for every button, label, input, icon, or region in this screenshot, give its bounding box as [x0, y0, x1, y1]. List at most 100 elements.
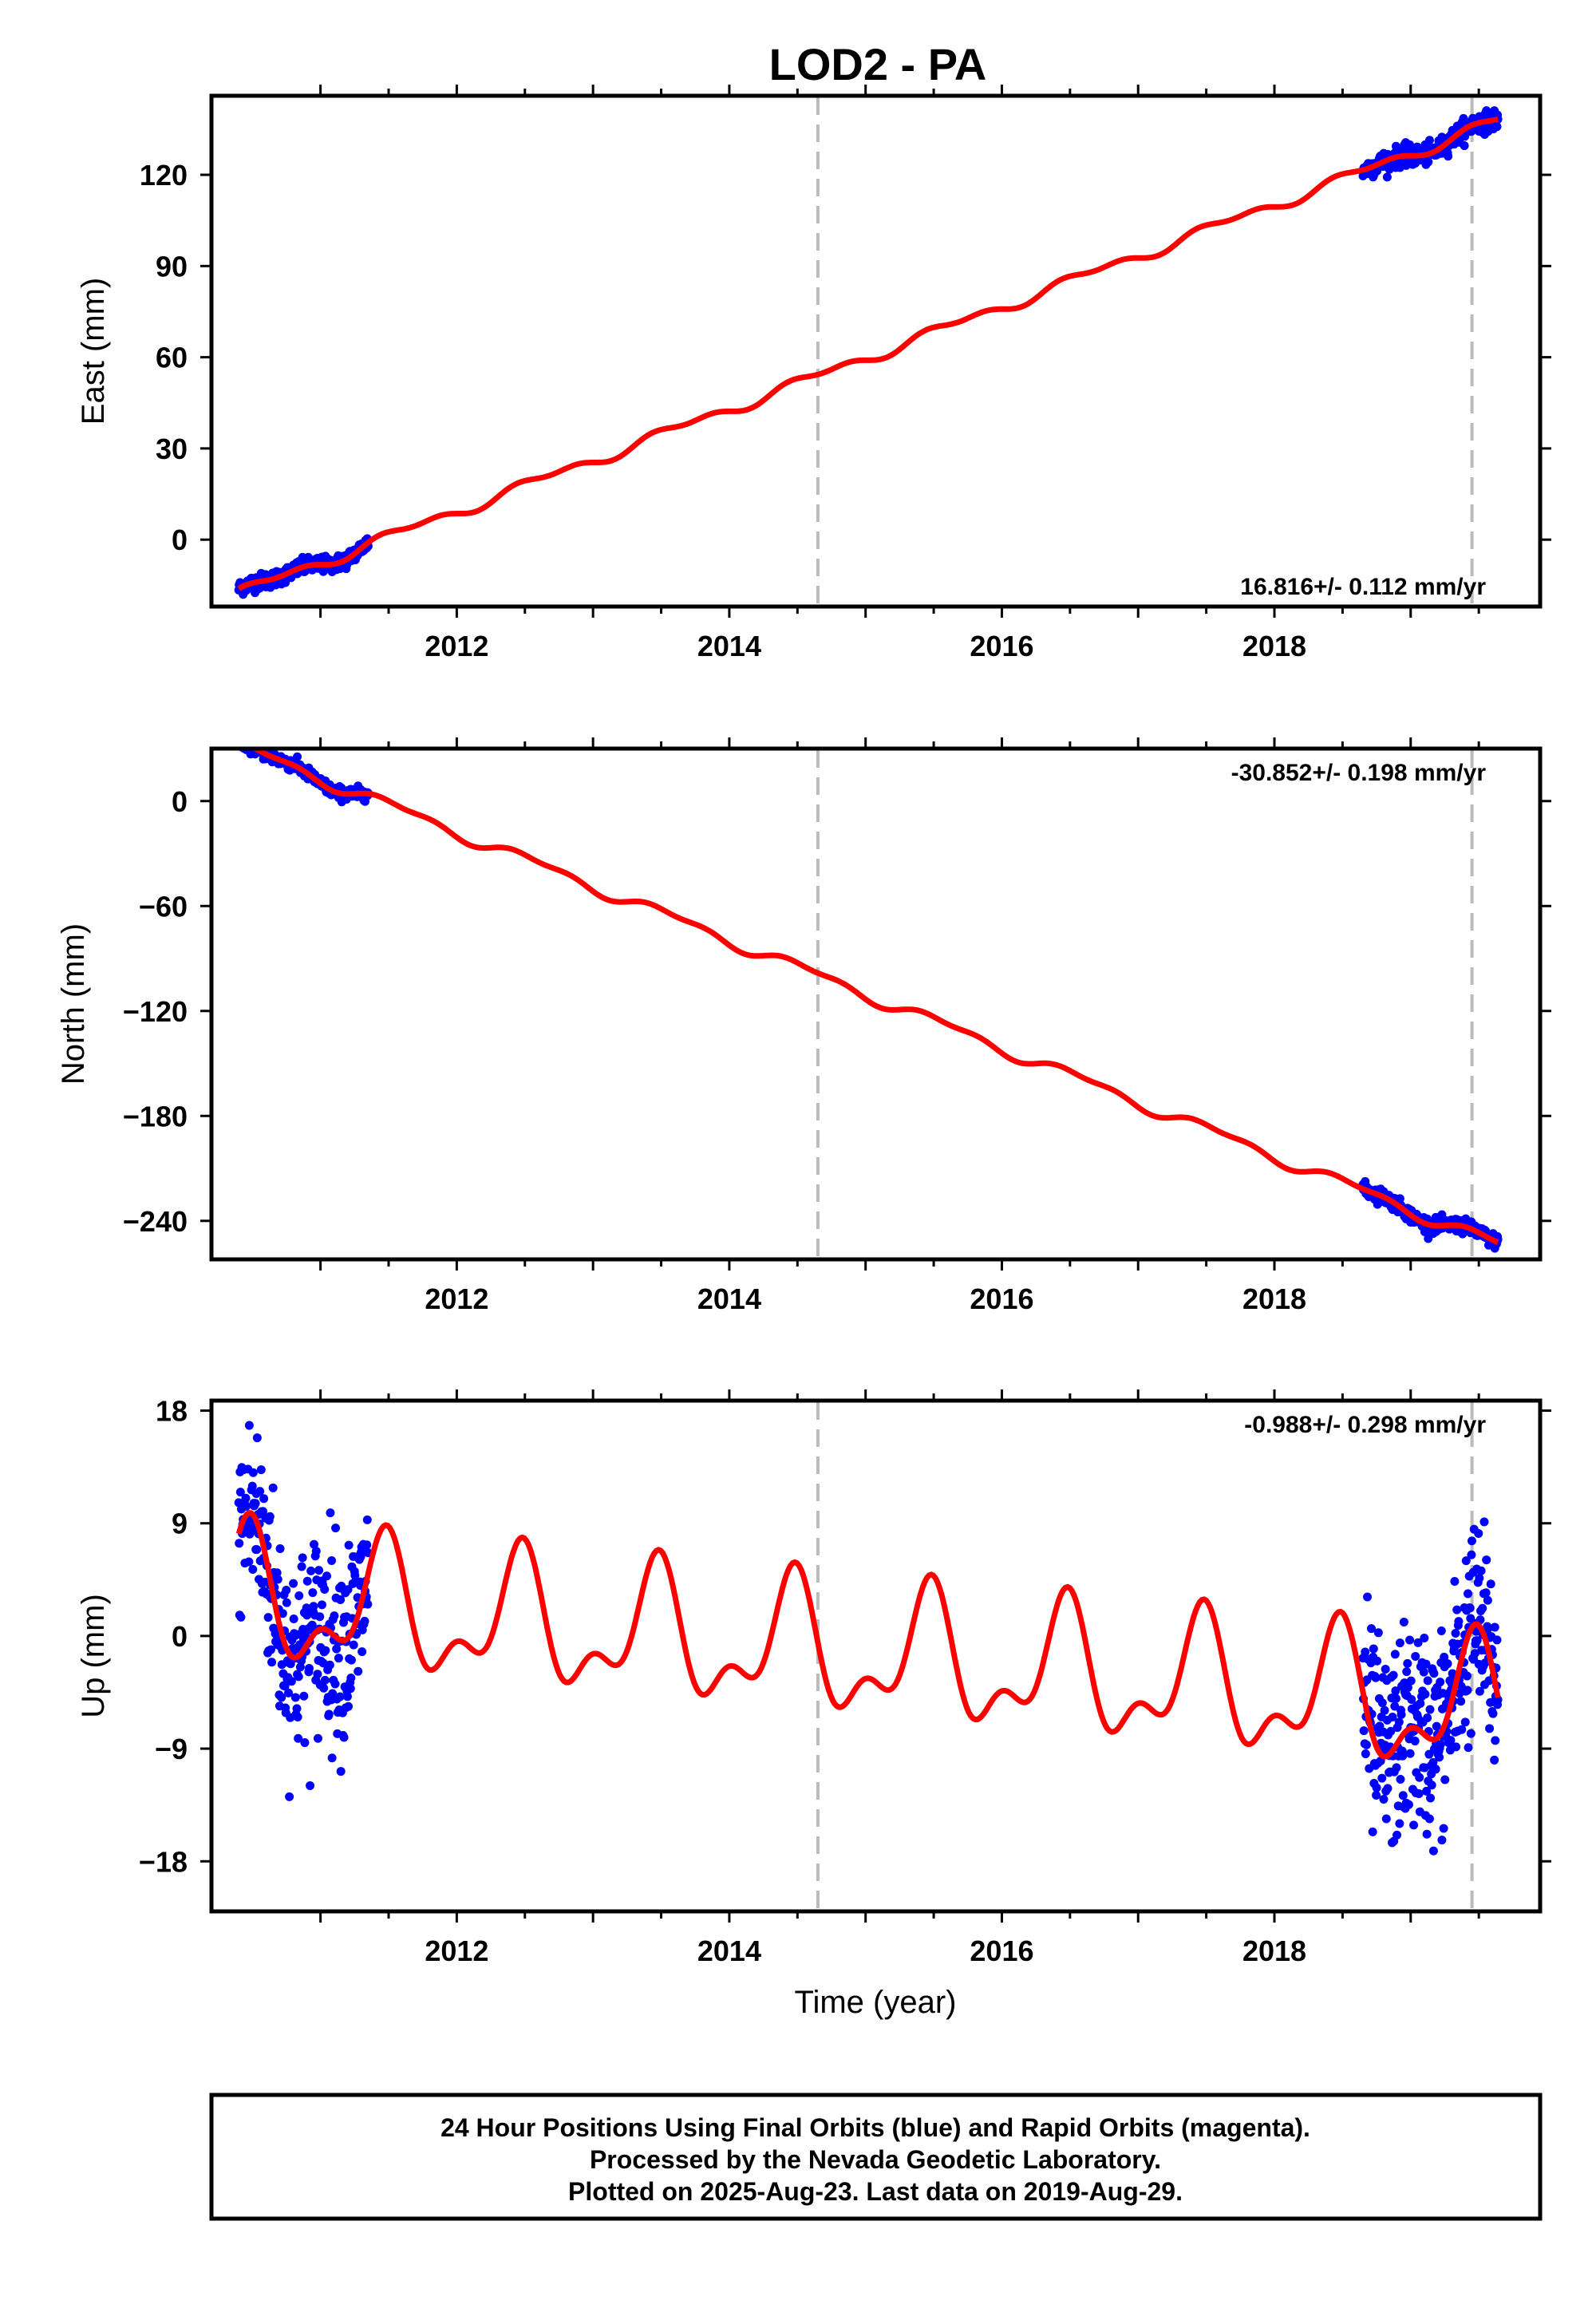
up-point — [266, 1645, 275, 1654]
east-plot-frame — [209, 93, 1543, 609]
up-point — [1452, 1605, 1462, 1614]
up-point — [1429, 1669, 1439, 1678]
up-point — [1467, 1536, 1476, 1546]
up-point — [1490, 1622, 1499, 1632]
up-point — [1475, 1573, 1484, 1583]
up-point — [294, 1591, 304, 1600]
up-point — [1466, 1729, 1476, 1738]
east-point — [1444, 152, 1453, 161]
east-y-tick-label: 60 — [156, 342, 188, 374]
up-point — [1366, 1624, 1376, 1634]
east-x-tick-label: 2016 — [970, 630, 1033, 662]
north-x-tick-label: 2012 — [425, 1282, 488, 1315]
up-point — [321, 1646, 330, 1655]
up-point — [297, 1562, 306, 1571]
up-point — [1404, 1800, 1413, 1809]
up-y-ticks: 18 9 0 −9 −18 — [139, 1395, 1551, 1878]
up-point — [310, 1539, 319, 1549]
north-point — [249, 739, 258, 748]
north-y-ticks: 0 −60 −120 −180 −240 — [123, 785, 1551, 1238]
north-event-lines — [816, 750, 1474, 1258]
up-point — [1373, 1656, 1382, 1666]
up-point — [248, 1564, 258, 1574]
up-point — [1422, 1829, 1432, 1839]
up-point — [1361, 1647, 1370, 1657]
up-point — [1368, 1827, 1377, 1836]
north-point — [235, 735, 243, 744]
east-x-tick-label: 2012 — [425, 630, 488, 662]
east-y-tick-label: 30 — [156, 433, 188, 465]
up-point — [1391, 1694, 1400, 1703]
up-point — [1482, 1555, 1491, 1565]
up-point — [304, 1663, 314, 1673]
up-point — [1425, 1705, 1435, 1714]
east-x-tick-label: 2018 — [1242, 630, 1306, 662]
east-model-line — [237, 116, 1499, 591]
up-point — [1492, 1635, 1502, 1645]
up-point — [1424, 1814, 1434, 1824]
up-point — [251, 1499, 260, 1508]
up-point — [309, 1602, 318, 1611]
up-point — [1372, 1791, 1381, 1800]
up-point — [339, 1733, 349, 1742]
up-point — [1398, 1751, 1408, 1761]
up-point — [282, 1598, 291, 1607]
up-point — [1386, 1726, 1396, 1736]
up-point — [1488, 1709, 1498, 1718]
north-point — [236, 737, 245, 745]
up-point — [241, 1493, 251, 1503]
up-point — [1463, 1686, 1472, 1695]
up-point — [1481, 1588, 1491, 1598]
up-point — [344, 1540, 354, 1550]
up-point — [1402, 1667, 1412, 1677]
up-point — [1451, 1628, 1460, 1638]
up-point — [331, 1524, 341, 1533]
up-point — [344, 1701, 354, 1711]
up-point — [293, 1713, 302, 1722]
up-point — [242, 1502, 251, 1512]
footer-line-3: Plotted on 2025-Aug-23. Last data on 201… — [568, 2177, 1183, 2206]
up-point — [1472, 1636, 1482, 1646]
up-point — [1474, 1528, 1483, 1538]
up-point — [235, 1539, 244, 1548]
up-point — [308, 1588, 318, 1598]
up-point — [247, 1481, 257, 1491]
up-point — [294, 1672, 303, 1682]
up-point — [1452, 1742, 1461, 1752]
up-point — [289, 1614, 298, 1623]
up-point — [1416, 1698, 1425, 1708]
north-x-tick-label: 2018 — [1242, 1282, 1306, 1315]
north-point — [240, 738, 249, 747]
up-point — [1388, 1712, 1397, 1721]
north-rate-label: -30.852+/- 0.198 mm/yr — [1231, 760, 1487, 786]
east-rate-label: 16.816+/- 0.112 mm/yr — [1240, 574, 1486, 600]
up-point — [285, 1792, 294, 1801]
up-point — [1475, 1686, 1484, 1696]
up-point — [1454, 1617, 1464, 1626]
up-point — [354, 1666, 363, 1676]
up-point — [1399, 1617, 1408, 1626]
up-point — [1392, 1763, 1401, 1773]
east-y-axis-label: East (mm) — [76, 278, 111, 425]
up-point — [252, 1545, 262, 1555]
up-point — [278, 1609, 287, 1618]
x-axis-label: Time (year) — [795, 1985, 957, 2020]
up-point — [1403, 1683, 1412, 1693]
up-point — [362, 1540, 372, 1550]
up-y-tick-label: 18 — [156, 1395, 188, 1428]
up-rate-label: -0.988+/- 0.298 mm/yr — [1244, 1412, 1486, 1438]
up-point — [346, 1674, 356, 1683]
up-point — [326, 1508, 335, 1518]
up-point — [272, 1568, 282, 1578]
up-x-tick-label: 2018 — [1242, 1935, 1306, 1967]
north-point — [246, 734, 255, 743]
east-y-tick-label: 90 — [156, 250, 188, 283]
east-point — [1424, 136, 1434, 145]
up-point — [1415, 1773, 1424, 1782]
up-point — [1406, 1676, 1416, 1686]
up-point — [1460, 1717, 1470, 1727]
up-point — [1369, 1644, 1378, 1654]
up-point — [1470, 1649, 1479, 1658]
up-point — [1486, 1579, 1495, 1589]
